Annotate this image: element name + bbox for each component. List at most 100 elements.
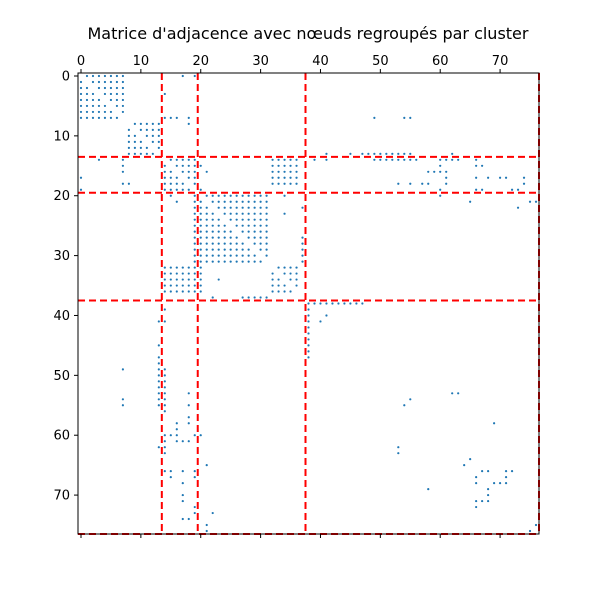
matrix-point	[193, 260, 196, 263]
matrix-point	[121, 104, 124, 108]
matrix-point	[229, 200, 232, 203]
matrix-point	[241, 242, 244, 245]
matrix-point	[169, 470, 172, 473]
matrix-point	[271, 272, 274, 275]
matrix-point	[157, 140, 160, 143]
matrix-point	[79, 188, 83, 191]
matrix-point	[241, 254, 244, 257]
matrix-point	[199, 218, 202, 221]
matrix-point	[277, 284, 280, 287]
matrix-point	[475, 482, 478, 485]
matrix-point	[385, 152, 388, 155]
matrix-point	[427, 182, 430, 185]
chart-title: Matrice d'adjacence avec nœuds regroupés…	[88, 24, 529, 43]
matrix-point	[235, 194, 238, 197]
matrix-point	[241, 260, 244, 263]
matrix-point	[175, 266, 178, 269]
matrix-point	[528, 200, 532, 203]
matrix-point	[217, 194, 220, 197]
matrix-point	[522, 176, 526, 179]
matrix-point	[534, 523, 538, 527]
matrix-point	[187, 176, 190, 179]
matrix-point	[277, 266, 280, 269]
matrix-point	[283, 272, 286, 275]
matrix-point	[397, 158, 400, 161]
matrix-point	[175, 422, 178, 425]
y-tick-label: 0	[62, 69, 70, 84]
matrix-point	[193, 505, 196, 509]
matrix-point	[307, 314, 310, 317]
matrix-point	[373, 158, 376, 161]
matrix-point	[355, 302, 358, 305]
matrix-point	[193, 164, 196, 167]
matrix-point	[498, 176, 502, 179]
x-tick-label: 10	[133, 54, 150, 69]
matrix-point	[223, 236, 226, 239]
matrix-point	[439, 158, 442, 161]
matrix-point	[475, 476, 478, 479]
matrix-point	[169, 266, 172, 269]
matrix-point	[253, 230, 256, 233]
matrix-point	[295, 158, 298, 161]
matrix-point	[397, 446, 400, 449]
matrix-point	[241, 200, 244, 203]
matrix-point	[181, 164, 184, 167]
matrix-point	[403, 404, 406, 407]
matrix-point	[403, 152, 406, 155]
plot-frame	[77, 72, 540, 535]
matrix-point	[283, 182, 286, 185]
matrix-point	[211, 242, 214, 245]
matrix-point	[439, 170, 442, 173]
matrix-point	[516, 188, 520, 191]
matrix-point	[247, 260, 250, 263]
matrix-point	[217, 206, 220, 209]
matrix-point	[193, 511, 196, 515]
matrix-point	[163, 398, 166, 401]
matrix-point	[253, 206, 256, 209]
matrix-point	[79, 104, 83, 108]
matrix-point	[307, 332, 310, 335]
matrix-point	[283, 212, 286, 215]
matrix-point	[211, 194, 214, 197]
matrix-point	[481, 188, 484, 191]
matrix-point	[187, 404, 190, 407]
matrix-point	[361, 152, 364, 155]
matrix-point	[163, 290, 166, 293]
matrix-point	[193, 200, 196, 203]
x-tick-label: 60	[432, 54, 449, 69]
matrix-point	[181, 170, 184, 173]
matrix-point	[271, 170, 274, 173]
matrix-point	[229, 212, 232, 215]
matrix-point	[157, 356, 160, 359]
matrix-point	[283, 194, 286, 197]
matrix-point	[259, 194, 262, 197]
matrix-point	[127, 146, 130, 149]
matrix-point	[193, 74, 196, 78]
matrix-point	[253, 260, 256, 263]
matrix-point	[469, 458, 472, 461]
matrix-point	[169, 116, 172, 119]
matrix-point	[157, 122, 160, 125]
matrix-point	[163, 92, 166, 96]
matrix-point	[121, 98, 124, 102]
x-tick-label: 30	[252, 54, 269, 69]
matrix-point	[253, 254, 256, 257]
matrix-point	[193, 476, 196, 479]
matrix-point	[139, 128, 142, 131]
matrix-point	[439, 194, 442, 197]
matrix-point	[175, 440, 178, 443]
matrix-point	[163, 392, 166, 395]
matrix-point	[193, 170, 196, 173]
matrix-point	[289, 272, 292, 275]
matrix-point	[283, 158, 286, 161]
matrix-point	[295, 164, 298, 167]
matrix-point	[265, 206, 268, 209]
matrix-point	[277, 290, 280, 293]
matrix-point	[289, 176, 292, 179]
matrix-point	[331, 302, 334, 305]
matrix-point	[229, 254, 232, 257]
matrix-point	[169, 158, 172, 161]
matrix-point	[217, 242, 220, 245]
matrix-point	[235, 254, 238, 257]
